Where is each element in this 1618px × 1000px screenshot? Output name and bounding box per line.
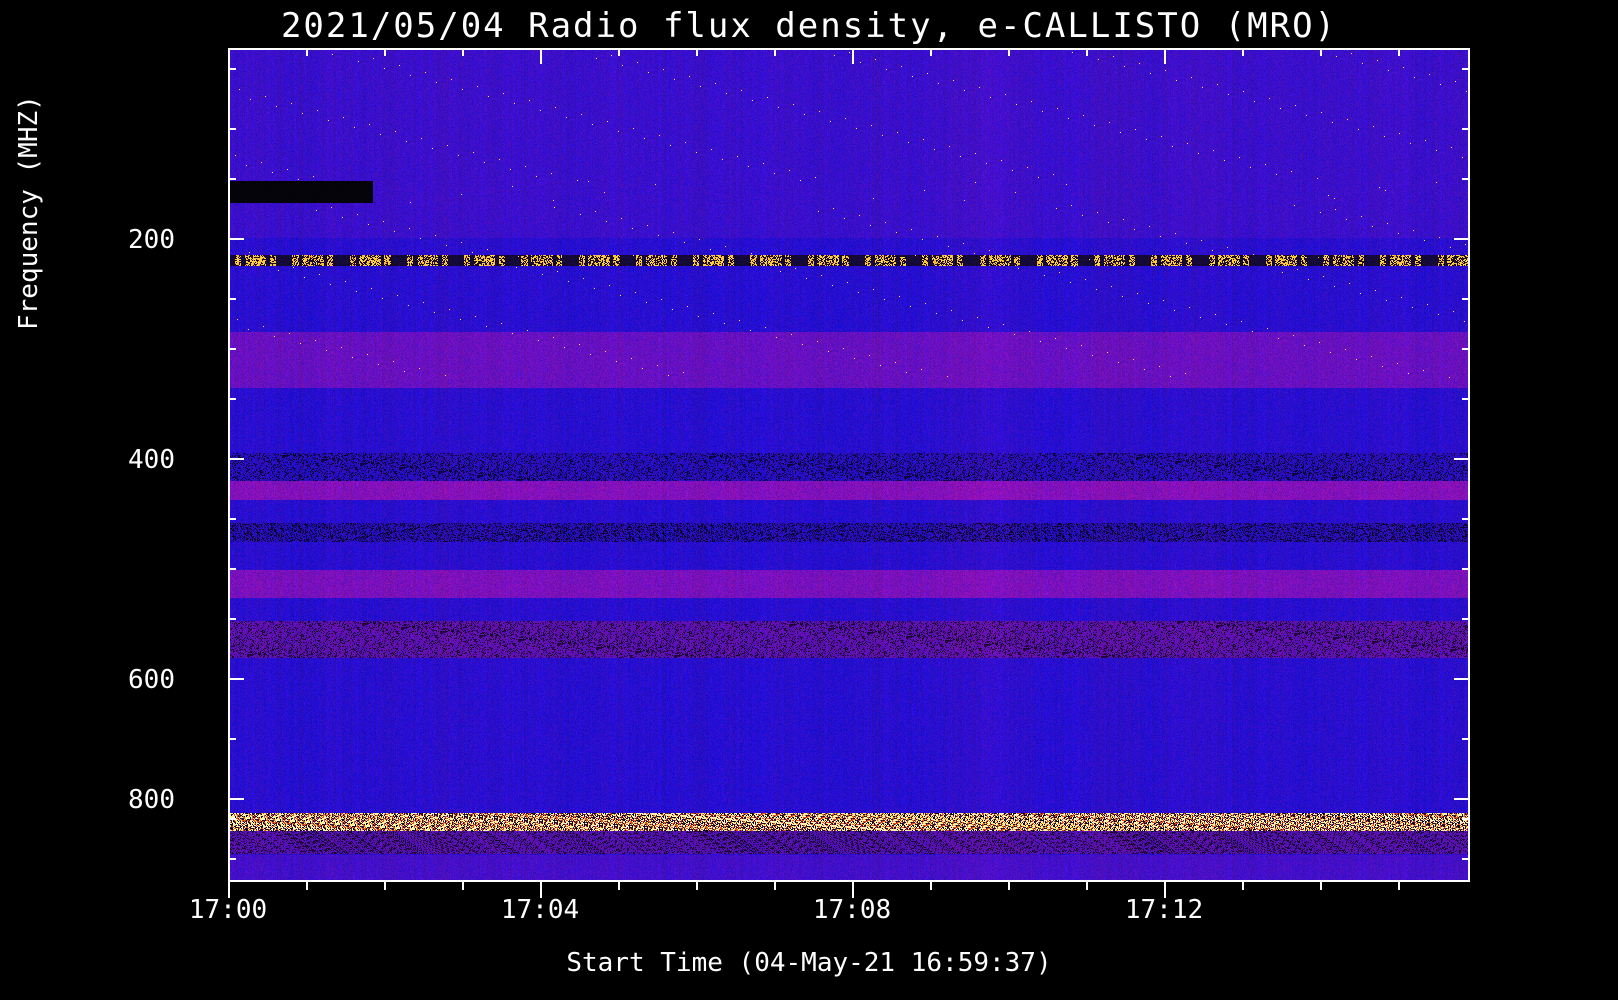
- y-tick-minor: [228, 398, 236, 400]
- x-tick-minor: [1398, 882, 1400, 890]
- y-tick-minor-right: [1462, 178, 1470, 180]
- x-tick-minor: [462, 882, 464, 890]
- x-tick-label: 17:04: [490, 895, 590, 925]
- y-tick-minor-right: [1462, 348, 1470, 350]
- y-tick-minor: [228, 568, 236, 570]
- y-tick-label: 600: [95, 665, 175, 695]
- x-tick-minor-top: [384, 48, 386, 56]
- x-axis-label: Start Time (04-May-21 16:59:37): [0, 948, 1618, 978]
- y-tick-minor: [228, 68, 236, 70]
- y-tick-major-right: [1454, 238, 1470, 240]
- y-tick-major-right: [1454, 678, 1470, 680]
- y-tick-minor-right: [1462, 818, 1470, 820]
- y-tick-minor-right: [1462, 618, 1470, 620]
- y-tick-major: [228, 798, 244, 800]
- x-tick-minor: [618, 882, 620, 890]
- y-tick-major-right: [1454, 798, 1470, 800]
- x-tick-minor-top: [696, 48, 698, 56]
- x-tick-minor-top: [1398, 48, 1400, 56]
- y-tick-minor: [228, 818, 236, 820]
- spectrogram-canvas[interactable]: [228, 48, 1470, 882]
- x-tick-minor: [1242, 882, 1244, 890]
- y-tick-minor-right: [1462, 858, 1470, 860]
- x-tick-label: 17:00: [178, 895, 278, 925]
- y-tick-minor: [228, 618, 236, 620]
- x-tick-minor: [384, 882, 386, 890]
- y-tick-minor: [228, 178, 236, 180]
- y-tick-minor: [228, 128, 236, 130]
- y-tick-minor-right: [1462, 738, 1470, 740]
- x-tick-label: 17:12: [1114, 895, 1214, 925]
- x-tick-minor-top: [462, 48, 464, 56]
- x-tick-minor-top: [774, 48, 776, 56]
- y-tick-minor-right: [1462, 398, 1470, 400]
- x-tick-minor-top: [1320, 48, 1322, 56]
- x-tick-major-top: [540, 48, 542, 64]
- y-tick-minor: [228, 298, 236, 300]
- y-tick-minor: [228, 348, 236, 350]
- x-tick-major-top: [228, 48, 230, 64]
- y-tick-minor-right: [1462, 518, 1470, 520]
- x-tick-minor: [1320, 882, 1322, 890]
- y-tick-minor-right: [1462, 128, 1470, 130]
- x-tick-minor-top: [306, 48, 308, 56]
- x-tick-minor-top: [618, 48, 620, 56]
- y-tick-label: 400: [95, 445, 175, 475]
- y-axis-label: Frequency (MHZ): [14, 0, 44, 330]
- y-tick-minor: [228, 738, 236, 740]
- x-tick-minor-top: [930, 48, 932, 56]
- y-tick-major: [228, 238, 244, 240]
- y-tick-minor-right: [1462, 568, 1470, 570]
- x-tick-minor-top: [1008, 48, 1010, 56]
- y-tick-label: 200: [95, 225, 175, 255]
- x-tick-minor-top: [1242, 48, 1244, 56]
- y-tick-minor-right: [1462, 68, 1470, 70]
- spectrogram-window: 2021/05/04 Radio flux density, e-CALLIST…: [0, 0, 1618, 1000]
- page-title: 2021/05/04 Radio flux density, e-CALLIST…: [0, 6, 1618, 46]
- y-tick-minor: [228, 518, 236, 520]
- x-tick-minor: [930, 882, 932, 890]
- y-tick-major: [228, 678, 244, 680]
- spectrogram-plot[interactable]: [228, 48, 1470, 882]
- x-tick-minor: [774, 882, 776, 890]
- x-tick-minor: [696, 882, 698, 890]
- y-tick-minor: [228, 858, 236, 860]
- y-tick-minor-right: [1462, 298, 1470, 300]
- y-tick-major-right: [1454, 458, 1470, 460]
- x-tick-major-top: [852, 48, 854, 64]
- x-tick-minor: [1086, 882, 1088, 890]
- y-tick-major: [228, 458, 244, 460]
- y-tick-label: 800: [95, 785, 175, 815]
- x-tick-minor: [1008, 882, 1010, 890]
- x-tick-minor: [306, 882, 308, 890]
- x-tick-minor-top: [1086, 48, 1088, 56]
- x-tick-label: 17:08: [802, 895, 902, 925]
- x-tick-major-top: [1164, 48, 1166, 64]
